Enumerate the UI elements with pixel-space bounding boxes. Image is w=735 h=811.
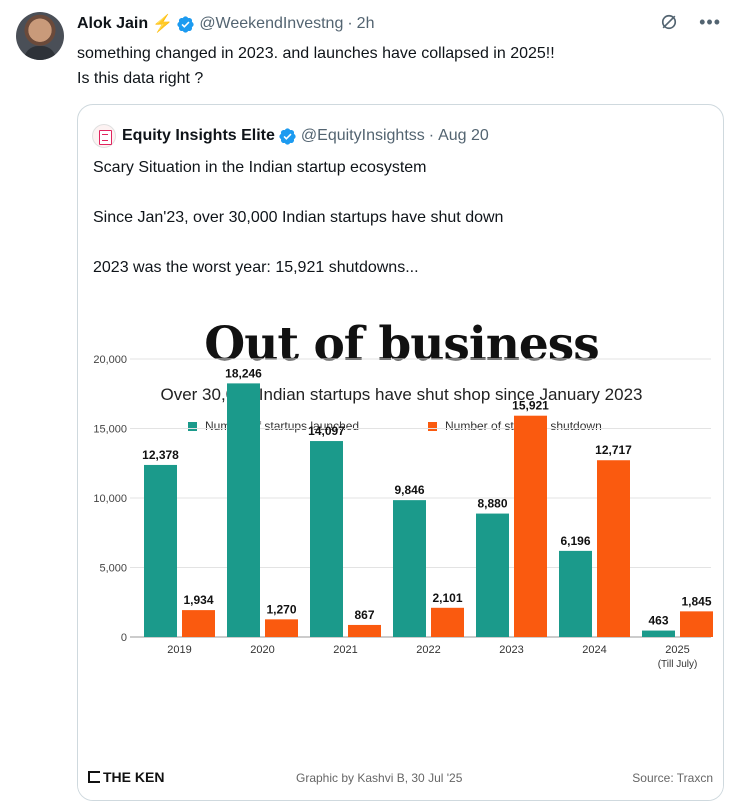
data-label: 14,097	[308, 424, 345, 438]
bar-launched	[227, 383, 260, 637]
x-tick-sublabel: (Till July)	[658, 659, 698, 670]
data-label: 12,378	[142, 448, 179, 462]
quoted-text-line: Since Jan'23, over 30,000 Indian startup…	[93, 209, 504, 226]
data-label: 1,934	[183, 593, 213, 607]
x-tick-label: 2021	[333, 644, 357, 656]
grok-icon[interactable]	[659, 12, 679, 32]
tweet-text-line: something changed in 2023. and launches …	[77, 45, 555, 62]
author-name[interactable]: Alok Jain	[77, 15, 149, 32]
x-tick-label: 2023	[499, 644, 523, 656]
chart-credit: Graphic by Kashvi B, 30 Jul '25	[296, 771, 463, 785]
separator-dot: ·	[347, 15, 353, 32]
bar-launched	[476, 513, 509, 637]
y-tick-label: 0	[121, 632, 127, 644]
y-tick-label: 20,000	[93, 354, 127, 366]
data-label: 1,845	[681, 594, 711, 608]
verified-badge-icon	[279, 127, 296, 145]
x-tick-label: 2022	[416, 644, 440, 656]
chart-subtitle: Over 30,000 Indian startups have shut sh…	[160, 385, 643, 404]
data-label: 2,101	[432, 591, 462, 605]
bar-shutdown	[597, 460, 630, 637]
more-icon[interactable]: •••	[699, 12, 721, 32]
quoted-tweet-card[interactable]: Equity Insights Elite @EquityInsightss ·…	[77, 104, 724, 801]
data-label: 8,880	[477, 497, 507, 511]
quoted-author-handle[interactable]: @EquityInsightss	[300, 127, 425, 144]
quoted-tweet-timestamp: Aug 20	[438, 127, 489, 144]
bar-launched	[310, 441, 343, 637]
tweet-text: something changed in 2023. and launches …	[77, 41, 717, 91]
attached-chart-image[interactable]: Out of business Over 30,000 Indian start…	[78, 295, 723, 800]
data-label: 15,921	[512, 399, 549, 413]
bar-chart: 0 5,000 10,000 15,000 20,000 12,378 1,934 2019 1…	[93, 354, 713, 670]
bar-shutdown	[514, 415, 547, 637]
bar-launched	[642, 630, 675, 637]
legend-swatch	[428, 421, 437, 431]
author-avatar[interactable]	[16, 12, 64, 60]
bar-shutdown	[348, 624, 381, 637]
bar-shutdown	[431, 607, 464, 637]
bar-launched	[559, 550, 592, 637]
separator-dot: ·	[428, 127, 435, 144]
legend-swatch	[188, 421, 197, 431]
bar-launched	[144, 464, 177, 637]
chart-title: Out of business	[204, 317, 599, 372]
data-label: 6,196	[560, 534, 590, 548]
data-label: 9,846	[394, 483, 424, 497]
bar-shutdown	[680, 611, 713, 637]
quoted-tweet-text: Scary Situation in the Indian startup ec…	[93, 155, 503, 281]
x-tick-label: 2020	[250, 644, 274, 656]
data-label: 1,270	[266, 602, 296, 616]
bar-launched	[393, 500, 426, 637]
the-ken-logo-icon	[88, 771, 100, 783]
lightning-bolt-icon: ⚡	[152, 14, 174, 33]
author-handle[interactable]: @WeekendInvestng	[199, 15, 344, 32]
bar-shutdown	[182, 610, 215, 637]
tweet-header: Alok Jain ⚡ @WeekendInvestng · 2h	[77, 13, 374, 35]
data-label: 12,717	[595, 443, 632, 457]
quoted-author-name[interactable]: Equity Insights Elite	[122, 127, 275, 144]
data-label: 463	[648, 614, 668, 628]
quoted-text-line: Scary Situation in the Indian startup ec…	[93, 159, 427, 176]
x-tick-label: 2025	[665, 644, 689, 656]
chart-source: Source: Traxcn	[632, 771, 713, 785]
y-tick-label: 15,000	[93, 424, 127, 436]
quoted-author-avatar[interactable]	[92, 124, 116, 148]
bar-shutdown	[265, 619, 298, 637]
tweet-timestamp[interactable]: 2h	[356, 15, 375, 32]
data-label: 867	[354, 608, 374, 622]
x-tick-label: 2024	[582, 644, 606, 656]
tweet-text-line: Is this data right ?	[77, 70, 204, 87]
quoted-text-line: 2023 was the worst year: 15,921 shutdown…	[93, 259, 419, 276]
y-tick-label: 10,000	[93, 493, 127, 505]
tweet-actions-top: •••	[659, 12, 721, 32]
publisher-logo: THE KEN	[88, 769, 164, 785]
quoted-tweet-header: Equity Insights Elite @EquityInsightss ·…	[92, 124, 489, 148]
x-tick-label: 2019	[167, 644, 191, 656]
publisher-name: THE KEN	[103, 769, 165, 785]
data-label: 18,246	[225, 366, 262, 380]
y-tick-label: 5,000	[99, 563, 127, 575]
verified-badge-icon	[177, 15, 194, 33]
